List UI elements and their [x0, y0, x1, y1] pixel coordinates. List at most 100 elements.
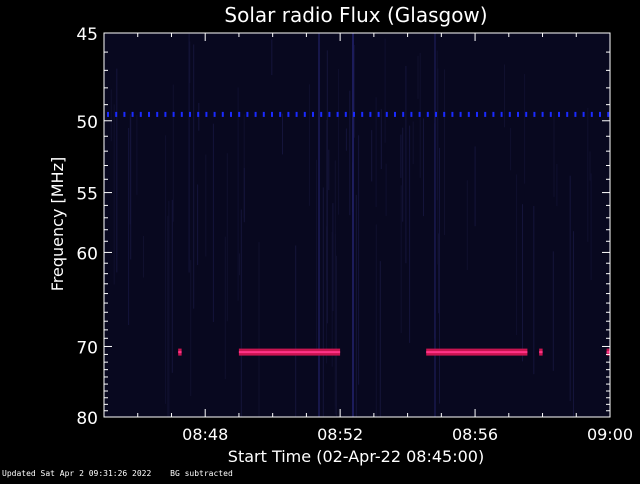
- noise-streak: [226, 153, 228, 322]
- interference-dot: [467, 111, 470, 117]
- y-tick-label: 70: [76, 338, 98, 358]
- y-tick-label: 50: [76, 113, 98, 133]
- interference-dot: [303, 111, 306, 117]
- x-tick-label: 09:00: [587, 425, 633, 444]
- interference-dot: [205, 111, 208, 117]
- x-tick-label: 08:48: [182, 425, 228, 444]
- y-tick-label: 60: [76, 244, 98, 264]
- interference-dot: [139, 111, 142, 117]
- interference-dot: [402, 111, 405, 117]
- noise-streak: [172, 84, 174, 222]
- y-tick-label: 80: [76, 409, 98, 429]
- noise-streak: [355, 194, 357, 417]
- noise-streak: [240, 209, 242, 417]
- noise-streak: [552, 251, 554, 371]
- noise-streak: [165, 135, 167, 404]
- y-axis: 45 50 55 60 70 80: [76, 25, 610, 429]
- noise-streak: [417, 55, 419, 99]
- noise-streak: [358, 135, 360, 385]
- noise-streak: [589, 151, 591, 181]
- interference-dot: [361, 111, 364, 117]
- interference-dot: [328, 111, 331, 117]
- interference-dot: [107, 111, 109, 117]
- interference-dot: [517, 111, 519, 117]
- updated-timestamp: Updated Sat Apr 2 09:31:26 2022: [2, 469, 152, 478]
- noise-streak: [533, 206, 535, 375]
- noise-streak: [332, 203, 334, 311]
- interference-dot: [230, 111, 232, 117]
- noise-streak: [438, 233, 440, 314]
- noise-streak: [205, 154, 207, 257]
- noise-streak: [409, 125, 411, 343]
- noise-streak: [423, 118, 424, 217]
- interference-dot: [123, 111, 126, 117]
- interference-dot: [508, 111, 511, 117]
- noise-streak: [510, 127, 512, 171]
- interference-dot: [320, 111, 323, 117]
- y-axis-label: Frequency [MHz]: [48, 157, 67, 291]
- noise-streak: [295, 245, 297, 417]
- noise-streak: [224, 236, 226, 380]
- interference-dot: [279, 111, 282, 117]
- noise-streak: [326, 50, 328, 324]
- noise-streak: [171, 199, 173, 373]
- noise-streak: [384, 38, 386, 143]
- noise-streak: [143, 236, 144, 278]
- interference-dot: [213, 111, 216, 117]
- noise-streak: [379, 261, 381, 417]
- chart-title: Solar radio Flux (Glasgow): [224, 3, 487, 27]
- y-tick-label: 55: [76, 185, 98, 205]
- noise-streak: [316, 159, 318, 355]
- interference-dot: [287, 111, 290, 117]
- noise-streak: [193, 44, 195, 309]
- interference-dot: [336, 111, 339, 117]
- interference-dot: [533, 111, 536, 117]
- noise-streak: [444, 69, 445, 236]
- interference-dot: [115, 111, 118, 117]
- x-tick-label: 08:56: [452, 425, 498, 444]
- signal-core: [178, 351, 182, 354]
- noise-streak: [110, 89, 112, 142]
- interference-dot: [254, 111, 257, 117]
- interference-dot: [607, 111, 610, 117]
- interference-dot: [189, 111, 191, 117]
- noise-streak: [590, 173, 592, 281]
- interference-dot: [566, 111, 569, 117]
- plot-frame: [103, 32, 611, 418]
- interference-dot: [582, 111, 585, 117]
- noise-streak: [400, 134, 402, 178]
- noise-streak: [436, 50, 438, 201]
- noise-streak: [258, 242, 260, 417]
- noise-streak: [437, 68, 439, 265]
- interference-dot: [418, 111, 421, 117]
- x-axis: 08:48 08:52 08:56 09:00: [137, 33, 633, 444]
- interference-dot: [500, 111, 503, 117]
- interference-dot: [443, 111, 446, 117]
- noise-streak: [375, 97, 377, 207]
- noise-streak: [569, 175, 571, 402]
- interference-dot: [574, 111, 577, 117]
- noise-streak: [380, 109, 382, 169]
- noise-streak: [334, 160, 336, 415]
- noise-streak: [400, 185, 402, 333]
- interference-dot: [148, 111, 150, 117]
- interference-dot: [271, 111, 273, 117]
- interference-dot: [451, 111, 454, 117]
- noise-streak: [412, 121, 414, 165]
- noise-streak: [237, 87, 239, 301]
- noise-streak: [439, 147, 440, 404]
- noise-streak: [504, 64, 505, 128]
- signal-segment: [178, 348, 182, 356]
- interference-dot: [238, 111, 241, 117]
- noise-streak: [524, 74, 526, 184]
- interference-dot: [549, 111, 552, 117]
- interference-dot: [426, 111, 429, 117]
- interference-dot: [590, 111, 593, 117]
- interference-dot: [394, 111, 396, 117]
- interference-dot: [435, 111, 437, 117]
- noise-streak: [212, 123, 214, 322]
- signal-segment: [539, 348, 543, 356]
- noise-streak: [474, 146, 476, 227]
